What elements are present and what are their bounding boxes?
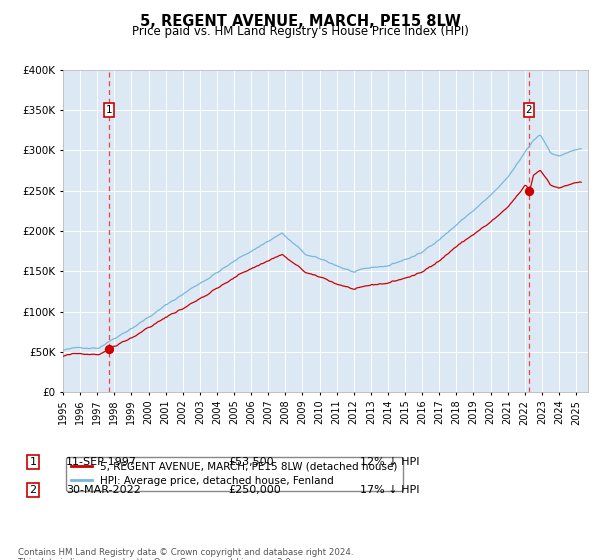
Text: This data is licensed under the Open Government Licence v3.0.: This data is licensed under the Open Gov…	[18, 558, 293, 560]
Text: 5, REGENT AVENUE, MARCH, PE15 8LW: 5, REGENT AVENUE, MARCH, PE15 8LW	[140, 14, 460, 29]
Text: Price paid vs. HM Land Registry's House Price Index (HPI): Price paid vs. HM Land Registry's House …	[131, 25, 469, 38]
Text: 30-MAR-2022: 30-MAR-2022	[66, 485, 141, 495]
Text: £53,500: £53,500	[228, 457, 274, 467]
Text: Contains HM Land Registry data © Crown copyright and database right 2024.: Contains HM Land Registry data © Crown c…	[18, 548, 353, 557]
Text: 11-SEP-1997: 11-SEP-1997	[66, 457, 137, 467]
Text: 2: 2	[29, 485, 37, 495]
Text: 12% ↓ HPI: 12% ↓ HPI	[360, 457, 419, 467]
Point	[104, 344, 114, 353]
Legend: 5, REGENT AVENUE, MARCH, PE15 8LW (detached house), HPI: Average price, detached: 5, REGENT AVENUE, MARCH, PE15 8LW (detac…	[65, 457, 403, 491]
Text: 1: 1	[106, 105, 112, 115]
Text: 1: 1	[29, 457, 37, 467]
Point	[524, 186, 534, 195]
Text: 17% ↓ HPI: 17% ↓ HPI	[360, 485, 419, 495]
Text: 2: 2	[526, 105, 532, 115]
Text: £250,000: £250,000	[228, 485, 281, 495]
